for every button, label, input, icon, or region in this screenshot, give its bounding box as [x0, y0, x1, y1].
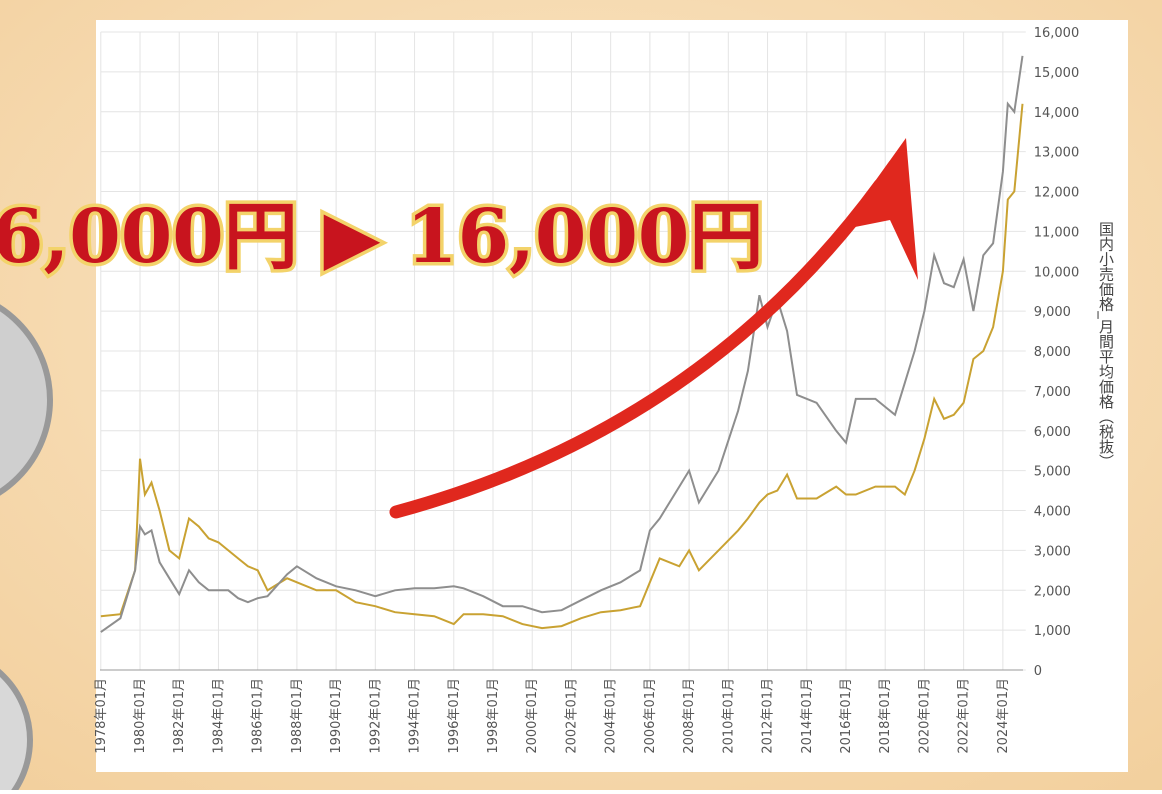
y-tick-label: 7,000 — [1034, 385, 1071, 400]
x-tick-label: 1982年01月 — [172, 678, 187, 754]
x-tick-label: 2022年01月 — [957, 678, 972, 754]
y-tick-label: 3,000 — [1034, 544, 1071, 559]
coin-decoration — [0, 668, 33, 794]
x-tick-label: 2018年01月 — [878, 678, 893, 754]
x-tick-label: 1978年01月 — [94, 678, 109, 754]
x-tick-label: 2004年01月 — [604, 678, 619, 754]
x-tick-label: 2020年01月 — [917, 678, 932, 754]
y-tick-label: 13,000 — [1034, 146, 1080, 161]
y-axis-title: 国内小売価格_月間平均価格（税抜） — [1096, 221, 1115, 469]
x-tick-label: 2010年01月 — [721, 678, 736, 754]
x-tick-label: 2000年01月 — [525, 678, 540, 754]
chart-panel — [96, 20, 1128, 772]
lines — [100, 55, 1024, 633]
y-tick-label: 16,000 — [1034, 26, 1080, 41]
y-tick-label: 0 — [1034, 664, 1042, 679]
y-tick-label: 1,000 — [1034, 624, 1071, 639]
series-line — [100, 55, 1024, 633]
y-tick-label: 5,000 — [1034, 465, 1071, 480]
x-tick-label: 2024年01月 — [996, 678, 1011, 754]
x-tick-label: 1998年01月 — [486, 678, 501, 754]
y-tick-label: 9,000 — [1034, 305, 1071, 320]
y-tick-label: 15,000 — [1034, 66, 1080, 81]
coin-decoration — [0, 304, 53, 496]
arrow-decoration — [389, 178, 887, 519]
x-tick-label: 1986年01月 — [251, 678, 266, 754]
x-tick-label: 2008年01月 — [682, 678, 697, 754]
series-line — [100, 103, 1024, 630]
x-tick-label: 2002年01月 — [564, 678, 579, 754]
x-tick-label: 1988年01月 — [290, 678, 305, 754]
y-tick-label: 8,000 — [1034, 345, 1071, 360]
x-tick-label: 2006年01月 — [643, 678, 658, 754]
x-tick-label: 1980年01月 — [133, 678, 148, 754]
grid — [100, 31, 1026, 671]
x-tick-label: 2014年01月 — [800, 678, 815, 754]
y-tick-label: 14,000 — [1034, 106, 1080, 121]
y-tick-label: 6,000 — [1034, 425, 1071, 440]
x-tick-label: 1996年01月 — [447, 678, 462, 754]
x-tick-label: 2012年01月 — [761, 678, 776, 754]
headline: 6,000円 ▶ 16,000円 — [0, 194, 763, 280]
arrow-head — [840, 138, 918, 280]
x-tick-label: 2016年01月 — [839, 678, 854, 754]
y-tick-label: 2,000 — [1034, 584, 1071, 599]
y-tick-label: 11,000 — [1034, 225, 1080, 240]
x-tick-label: 1992年01月 — [368, 678, 383, 754]
y-tick-label: 12,000 — [1034, 186, 1080, 201]
y-tick-label: 4,000 — [1034, 505, 1071, 520]
x-tick-label: 1990年01月 — [329, 678, 344, 754]
y-tick-label: 10,000 — [1034, 265, 1080, 280]
x-tick-label: 1994年01月 — [408, 678, 423, 754]
x-tick-label: 1984年01月 — [211, 678, 226, 754]
